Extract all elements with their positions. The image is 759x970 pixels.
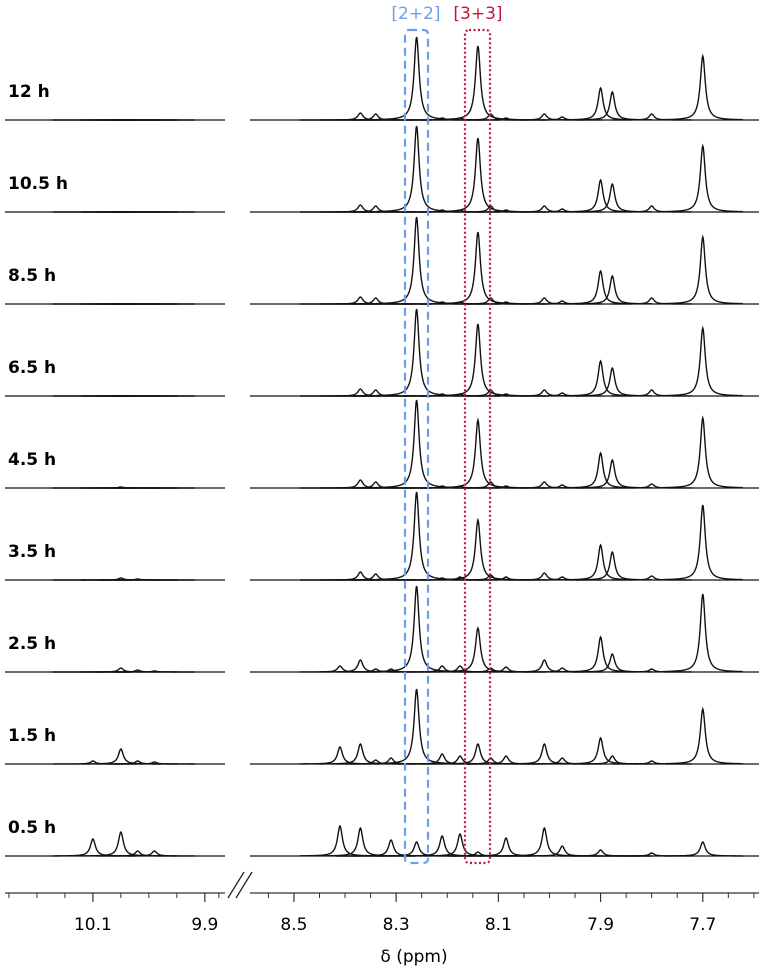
peak	[560, 269, 641, 305]
peak	[437, 137, 518, 213]
peak	[572, 90, 653, 121]
peak	[560, 86, 641, 121]
legend-label: 10.5 h	[8, 174, 68, 194]
axis-break	[227, 871, 245, 899]
peak	[437, 45, 518, 121]
peak	[560, 543, 641, 581]
peak	[376, 585, 457, 673]
x-tick-label: 8.1	[485, 915, 512, 935]
x-tick-label: 7.9	[587, 915, 614, 935]
legend-label: 6.5 h	[8, 358, 56, 378]
peak	[662, 841, 743, 857]
annotation: [3+3]	[453, 4, 502, 24]
peak	[80, 830, 161, 857]
peak	[114, 670, 195, 673]
peak	[560, 451, 641, 489]
peak	[662, 504, 743, 581]
highlight-box	[403, 28, 430, 865]
peak	[611, 483, 692, 489]
peak	[611, 668, 692, 673]
peak	[572, 366, 653, 397]
peak	[437, 231, 518, 305]
legend-label: 12 h	[8, 82, 50, 102]
peak	[504, 659, 585, 673]
peak	[572, 550, 653, 581]
x-tick-label: 7.7	[689, 915, 716, 935]
peak	[376, 688, 457, 765]
x-tick-label: 8.5	[280, 915, 307, 935]
peak	[572, 274, 653, 305]
peak	[376, 308, 457, 397]
peak	[662, 325, 743, 397]
peak	[572, 182, 653, 213]
peak	[572, 458, 653, 489]
peak	[662, 234, 743, 305]
peak	[662, 415, 743, 489]
peak	[376, 491, 457, 581]
peak	[437, 742, 518, 765]
peak	[662, 53, 743, 121]
peak	[114, 850, 195, 857]
annotation: [2+2]	[391, 4, 440, 24]
x-axis-label: δ (ppm)	[380, 947, 447, 967]
x-tick-label: 10.1	[74, 915, 112, 935]
x-tick-label: 8.3	[383, 915, 410, 935]
legend-label: 3.5 h	[8, 542, 56, 562]
peak	[52, 838, 133, 857]
peak	[114, 761, 195, 765]
x-tick-label: 9.9	[191, 915, 218, 935]
peak	[662, 706, 743, 765]
peak	[611, 575, 692, 581]
peak	[560, 635, 641, 673]
legend-label: 8.5 h	[8, 266, 56, 286]
peak	[504, 742, 585, 765]
peak	[560, 736, 641, 765]
peak	[437, 517, 518, 581]
peak	[376, 399, 457, 489]
peak	[611, 297, 692, 305]
peak	[376, 216, 457, 305]
peak	[662, 593, 743, 673]
legend-label: 0.5 h	[8, 818, 56, 838]
peak	[437, 626, 518, 673]
peak	[611, 760, 692, 765]
peak	[504, 826, 585, 857]
legend-label: 1.5 h	[8, 726, 56, 746]
peak	[560, 359, 641, 397]
peak	[662, 143, 743, 213]
legend-label: 4.5 h	[8, 450, 56, 470]
peak	[611, 389, 692, 397]
peak	[437, 417, 518, 489]
peak	[376, 125, 457, 213]
peak	[611, 113, 692, 121]
peak	[376, 36, 457, 121]
legend-label: 2.5 h	[8, 634, 56, 654]
peak	[420, 832, 501, 857]
peak	[560, 178, 641, 213]
peak	[611, 205, 692, 213]
highlight-box	[463, 28, 492, 865]
peak	[437, 323, 518, 397]
axis-break	[235, 871, 253, 899]
